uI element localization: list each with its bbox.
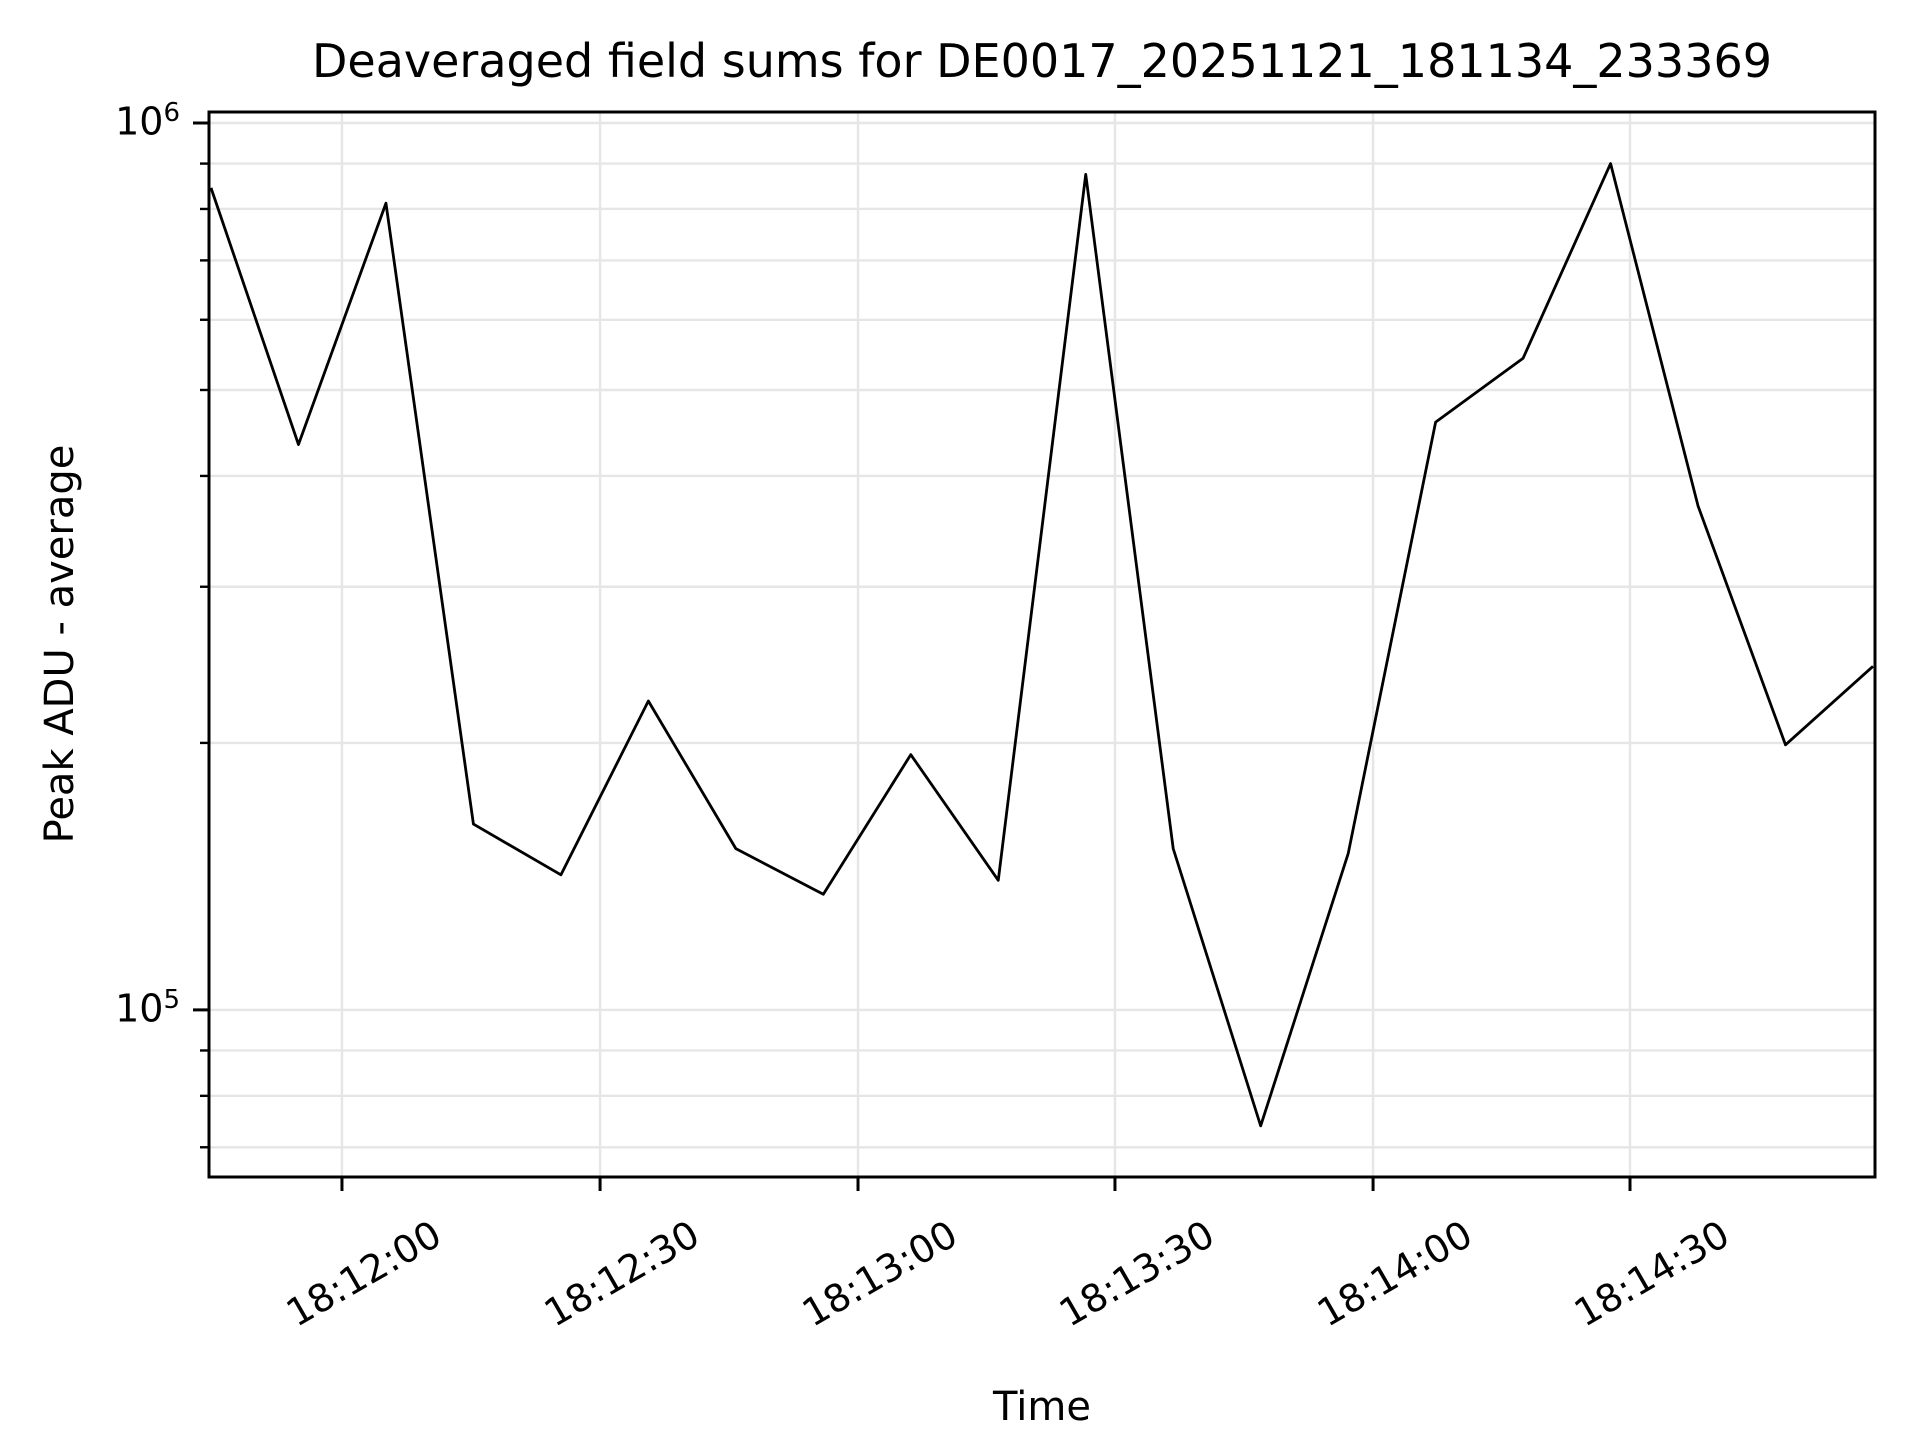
data-line: [209, 162, 1874, 1128]
chart-title: Deaveraged field sums for DE0017_2025112…: [311, 34, 1773, 88]
y-tick-label: 106: [115, 97, 180, 144]
x-axis-label: Time: [993, 1384, 1091, 1430]
plot-border: [207, 110, 1877, 1179]
y-tick-label: 105: [115, 984, 180, 1031]
